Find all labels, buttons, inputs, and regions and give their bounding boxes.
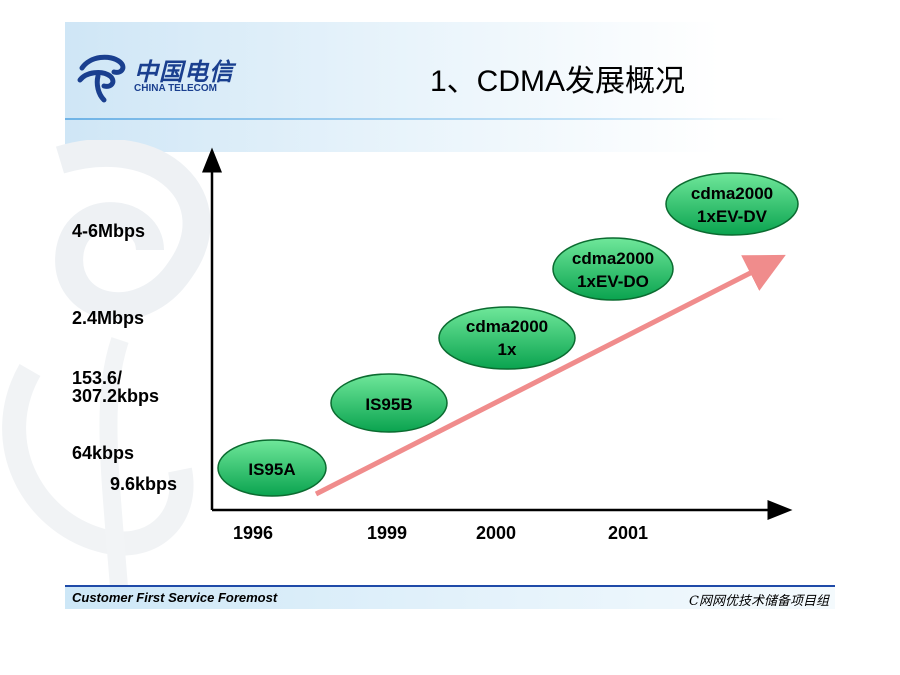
telecom-logo-icon	[77, 54, 126, 103]
node-is95a: IS95A	[217, 439, 327, 497]
china-telecom-logo: 中国电信 CHINA TELECOM	[76, 50, 246, 105]
node-cdma2000-1xev-do-line2: 1xEV-DO	[577, 272, 649, 291]
logo-chinese-text: 中国电信	[134, 57, 234, 86]
x-label-1996: 1996	[233, 523, 274, 543]
trend-arrow	[314, 254, 786, 497]
node-cdma2000-1xev-do: cdma2000 1xEV-DO	[552, 237, 674, 301]
logo-english-text: CHINA TELECOM	[134, 83, 217, 94]
slide-title: 1、CDMA发展概况	[430, 65, 686, 98]
y-label-9-6kbps: 9.6kbps	[110, 474, 178, 494]
y-label-2-4mbps: 2.4Mbps	[72, 308, 145, 328]
y-label-153-6: 153.6/	[72, 368, 123, 388]
node-cdma2000-1xev-dv-line1: cdma2000	[691, 184, 773, 203]
x-label-1999: 1999	[367, 523, 408, 543]
watermark-swirl-icon	[2, 140, 211, 600]
node-cdma2000-1xev-dv: cdma2000 1xEV-DV	[665, 172, 799, 236]
node-is95a-label: IS95A	[248, 460, 295, 479]
y-label-4-6mbps: 4-6Mbps	[72, 221, 146, 241]
x-label-2000: 2000	[476, 523, 517, 543]
footer-slogan: Customer First Service Foremost	[72, 590, 278, 605]
node-cdma2000-1x-line1: cdma2000	[466, 317, 548, 336]
y-label-307-2kbps: 307.2kbps	[72, 386, 160, 406]
x-label-2001: 2001	[608, 523, 649, 543]
header-background	[65, 22, 835, 152]
node-cdma2000-1x: cdma2000 1x	[438, 306, 576, 370]
header-divider	[65, 118, 785, 120]
node-cdma2000-1xev-do-line1: cdma2000	[572, 249, 654, 268]
node-cdma2000-1x-line2: 1x	[498, 340, 517, 359]
footer-team-name: C网网优技术储备项目组	[689, 594, 829, 609]
y-label-64kbps: 64kbps	[72, 443, 135, 463]
node-is95b-label: IS95B	[365, 395, 412, 414]
node-cdma2000-1xev-dv-line2: 1xEV-DV	[697, 207, 768, 226]
node-is95b: IS95B	[330, 373, 448, 433]
footer-bar: Customer First Service Foremost C网网优技术储备…	[65, 585, 835, 609]
